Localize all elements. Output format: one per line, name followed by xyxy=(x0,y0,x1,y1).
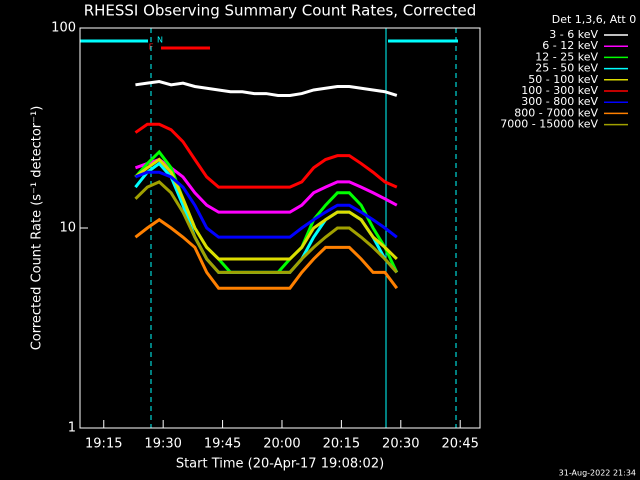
y-tick-label: 100 xyxy=(51,21,76,36)
x-tick-label: 19:45 xyxy=(204,437,241,452)
legend-label: 12 - 25 keV xyxy=(535,50,598,63)
series-line xyxy=(134,157,398,261)
y-tick-label: 1 xyxy=(68,421,76,436)
timestamp: 31-Aug-2022 21:34 xyxy=(559,469,636,478)
legend-label: 300 - 800 keV xyxy=(521,95,598,108)
x-tick-label: 20:00 xyxy=(263,437,300,452)
plot-frame xyxy=(79,27,481,429)
y-tick-label: 10 xyxy=(59,221,76,236)
y-axis-label: Corrected Count Rate (s⁻¹ detector⁻¹) xyxy=(30,106,45,351)
x-tick-label: 20:30 xyxy=(382,437,419,452)
legend-label: 6 - 12 keV xyxy=(542,39,598,52)
series-line xyxy=(134,157,398,214)
legend-label: 800 - 7000 keV xyxy=(514,106,598,119)
x-tick-label: 19:30 xyxy=(144,437,181,452)
series-line xyxy=(134,180,398,274)
overlay xyxy=(80,28,458,428)
series-line xyxy=(134,170,398,239)
legend-title: Det 1,3,6, Att 0 xyxy=(552,13,636,26)
legend-label: 25 - 50 keV xyxy=(535,62,598,75)
x-tick-label: 19:15 xyxy=(85,437,122,452)
x-axis-label: Start Time (20-Apr-17 19:08:02) xyxy=(176,457,384,472)
series-line xyxy=(134,122,398,189)
x-tick-label: 20:15 xyxy=(323,437,360,452)
series-line xyxy=(135,79,398,97)
legend-label: 3 - 6 keV xyxy=(549,28,598,41)
legend-label: 7000 - 15000 keV xyxy=(500,118,598,131)
series-line xyxy=(134,217,399,290)
legend-label: 100 - 300 keV xyxy=(521,84,598,97)
x-tick-label: 20:45 xyxy=(441,437,478,452)
annotation: N xyxy=(157,36,163,45)
chart-title: RHESSI Observing Summary Count Rates, Co… xyxy=(84,2,477,20)
legend-label: 50 - 100 keV xyxy=(528,73,598,86)
